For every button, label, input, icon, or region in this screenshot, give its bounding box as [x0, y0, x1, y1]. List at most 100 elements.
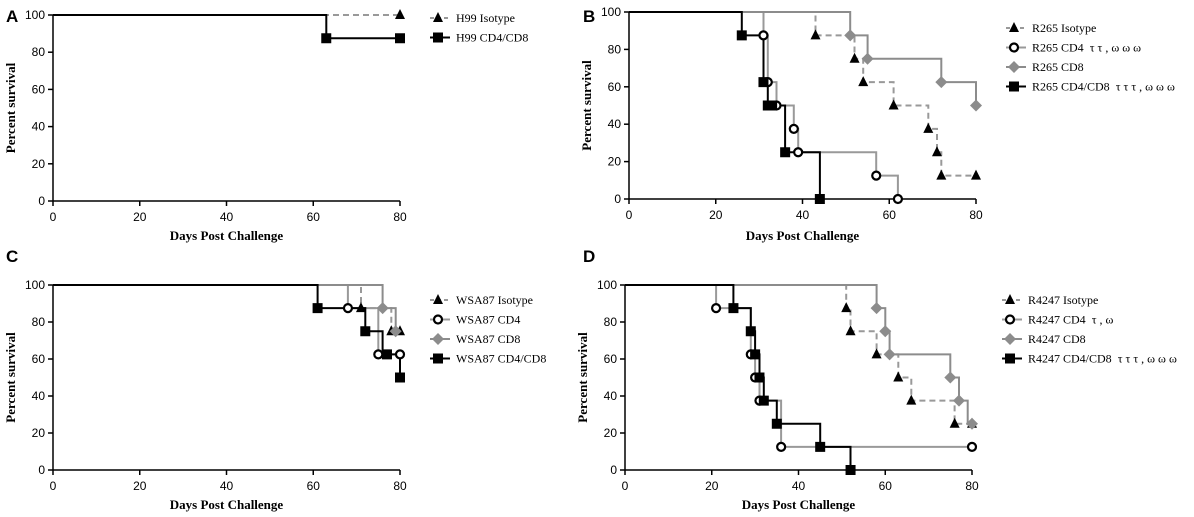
legend-label: R4247 CD8: [1028, 332, 1086, 346]
x-tick-label: 0: [626, 208, 633, 222]
panel-letter: A: [6, 7, 18, 26]
data-point-0: [858, 76, 869, 87]
data-point-3: [767, 100, 778, 111]
legend-marker: [433, 12, 443, 22]
x-tick-label: 20: [705, 479, 719, 493]
data-point-3: [771, 418, 782, 429]
legend-marker: [433, 353, 443, 364]
x-tick-label: 40: [796, 208, 810, 222]
series-line-2: [625, 284, 972, 425]
data-point-3: [758, 77, 769, 88]
data-point-1: [394, 349, 406, 360]
y-tick-label: 20: [32, 426, 46, 440]
data-point-0: [971, 169, 981, 180]
data-point-1: [395, 33, 405, 44]
data-point-0: [841, 302, 852, 313]
x-axis-title: Days Post Challenge: [742, 497, 856, 512]
legend-marker: [1004, 333, 1016, 345]
legend-label: R4247 CD4/CD8 τ τ τ , ω ω ω: [1028, 352, 1177, 366]
x-tick-label: 80: [393, 479, 407, 493]
x-tick-label: 60: [883, 208, 897, 222]
y-tick-label: 80: [32, 315, 46, 329]
data-point-3: [736, 30, 747, 41]
legend-label: R4247 Isotype: [1028, 293, 1098, 307]
data-point-0: [923, 122, 934, 133]
legend-marker: [433, 294, 443, 304]
legend-marker: [432, 333, 444, 345]
data-point-2: [844, 29, 857, 42]
panel-a: A 0 20 40 60 80 100 0 20 40 60 80 Days Post Challeng…: [3, 7, 528, 243]
data-point-1: [758, 30, 769, 41]
x-tick-label: 80: [969, 208, 983, 222]
data-point-0: [845, 325, 856, 336]
data-point-2: [944, 371, 957, 384]
data-point-3: [780, 147, 791, 158]
data-point-3: [312, 303, 323, 314]
y-tick-label: 0: [38, 463, 45, 477]
panel-b: B 0 20 40 60 80 100 0 20 40 60 80 Days Post Challeng…: [579, 5, 1175, 243]
y-axis-title: Percent survival: [3, 62, 18, 153]
x-tick-label: 80: [393, 210, 407, 224]
data-point-0: [355, 302, 366, 313]
data-point-0: [949, 417, 960, 428]
data-point-2: [970, 99, 982, 112]
data-point-3: [381, 349, 392, 360]
y-tick-label: 100: [597, 278, 617, 292]
x-tick-label: 40: [220, 210, 234, 224]
legend-label: WSA87 CD8: [456, 332, 520, 346]
series-line-1: [53, 14, 400, 40]
x-tick-label: 60: [879, 479, 893, 493]
legend-label: WSA87 Isotype: [456, 293, 533, 307]
y-tick-label: 40: [32, 389, 46, 403]
data-point-1: [342, 303, 354, 314]
data-point-1: [710, 303, 722, 314]
data-point-3: [360, 326, 371, 337]
y-tick-label: 40: [608, 117, 622, 131]
y-tick-label: 100: [25, 278, 45, 292]
legend-marker: [433, 32, 443, 43]
y-tick-label: 0: [610, 463, 617, 477]
x-tick-label: 20: [133, 210, 147, 224]
data-point-3: [814, 194, 825, 204]
legend-marker: [1009, 22, 1019, 32]
legend-marker: [1005, 294, 1015, 304]
significance-annotation: τ τ , ω ω ω: [1090, 41, 1141, 55]
legend-marker: [1008, 42, 1020, 53]
panel-letter: C: [6, 247, 18, 266]
legend-label: R265 CD4 τ τ , ω ω ω: [1032, 41, 1141, 55]
data-point-0: [906, 394, 917, 405]
data-point-0: [871, 348, 882, 359]
data-point-2: [935, 76, 948, 89]
legend-label: R265 CD8: [1032, 60, 1084, 74]
series-line-1: [53, 284, 400, 356]
legend-label: H99 Isotype: [456, 11, 515, 25]
data-point-1: [871, 170, 882, 181]
x-tick-label: 80: [965, 479, 979, 493]
x-axis-title: Days Post Challenge: [170, 497, 284, 512]
x-tick-label: 60: [307, 479, 321, 493]
data-point-0: [810, 29, 821, 40]
data-point-2: [879, 325, 892, 338]
data-point-1: [793, 147, 804, 158]
panel-letter: B: [583, 7, 595, 26]
legend-marker: [1009, 81, 1019, 92]
x-tick-label: 40: [220, 479, 234, 493]
data-point-3: [754, 372, 765, 383]
y-axis-title: Percent survival: [579, 60, 594, 151]
panel-letter: D: [583, 247, 595, 266]
y-tick-label: 80: [608, 42, 622, 56]
x-axis-title: Days Post Challenge: [170, 228, 284, 243]
data-point-3: [845, 465, 856, 475]
legend-label: R4247 CD4 τ , ω: [1028, 313, 1114, 327]
legend-label: R265 Isotype: [1032, 21, 1096, 35]
y-tick-label: 20: [608, 155, 622, 169]
series-line-1: [625, 284, 972, 448]
data-point-1: [892, 193, 904, 205]
data-point-0: [888, 99, 899, 110]
legend-marker: [432, 314, 444, 325]
y-tick-label: 60: [32, 82, 46, 96]
y-tick-label: 0: [614, 192, 621, 206]
data-point-0: [395, 9, 405, 19]
y-tick-label: 60: [608, 80, 622, 94]
y-tick-label: 20: [32, 157, 46, 171]
